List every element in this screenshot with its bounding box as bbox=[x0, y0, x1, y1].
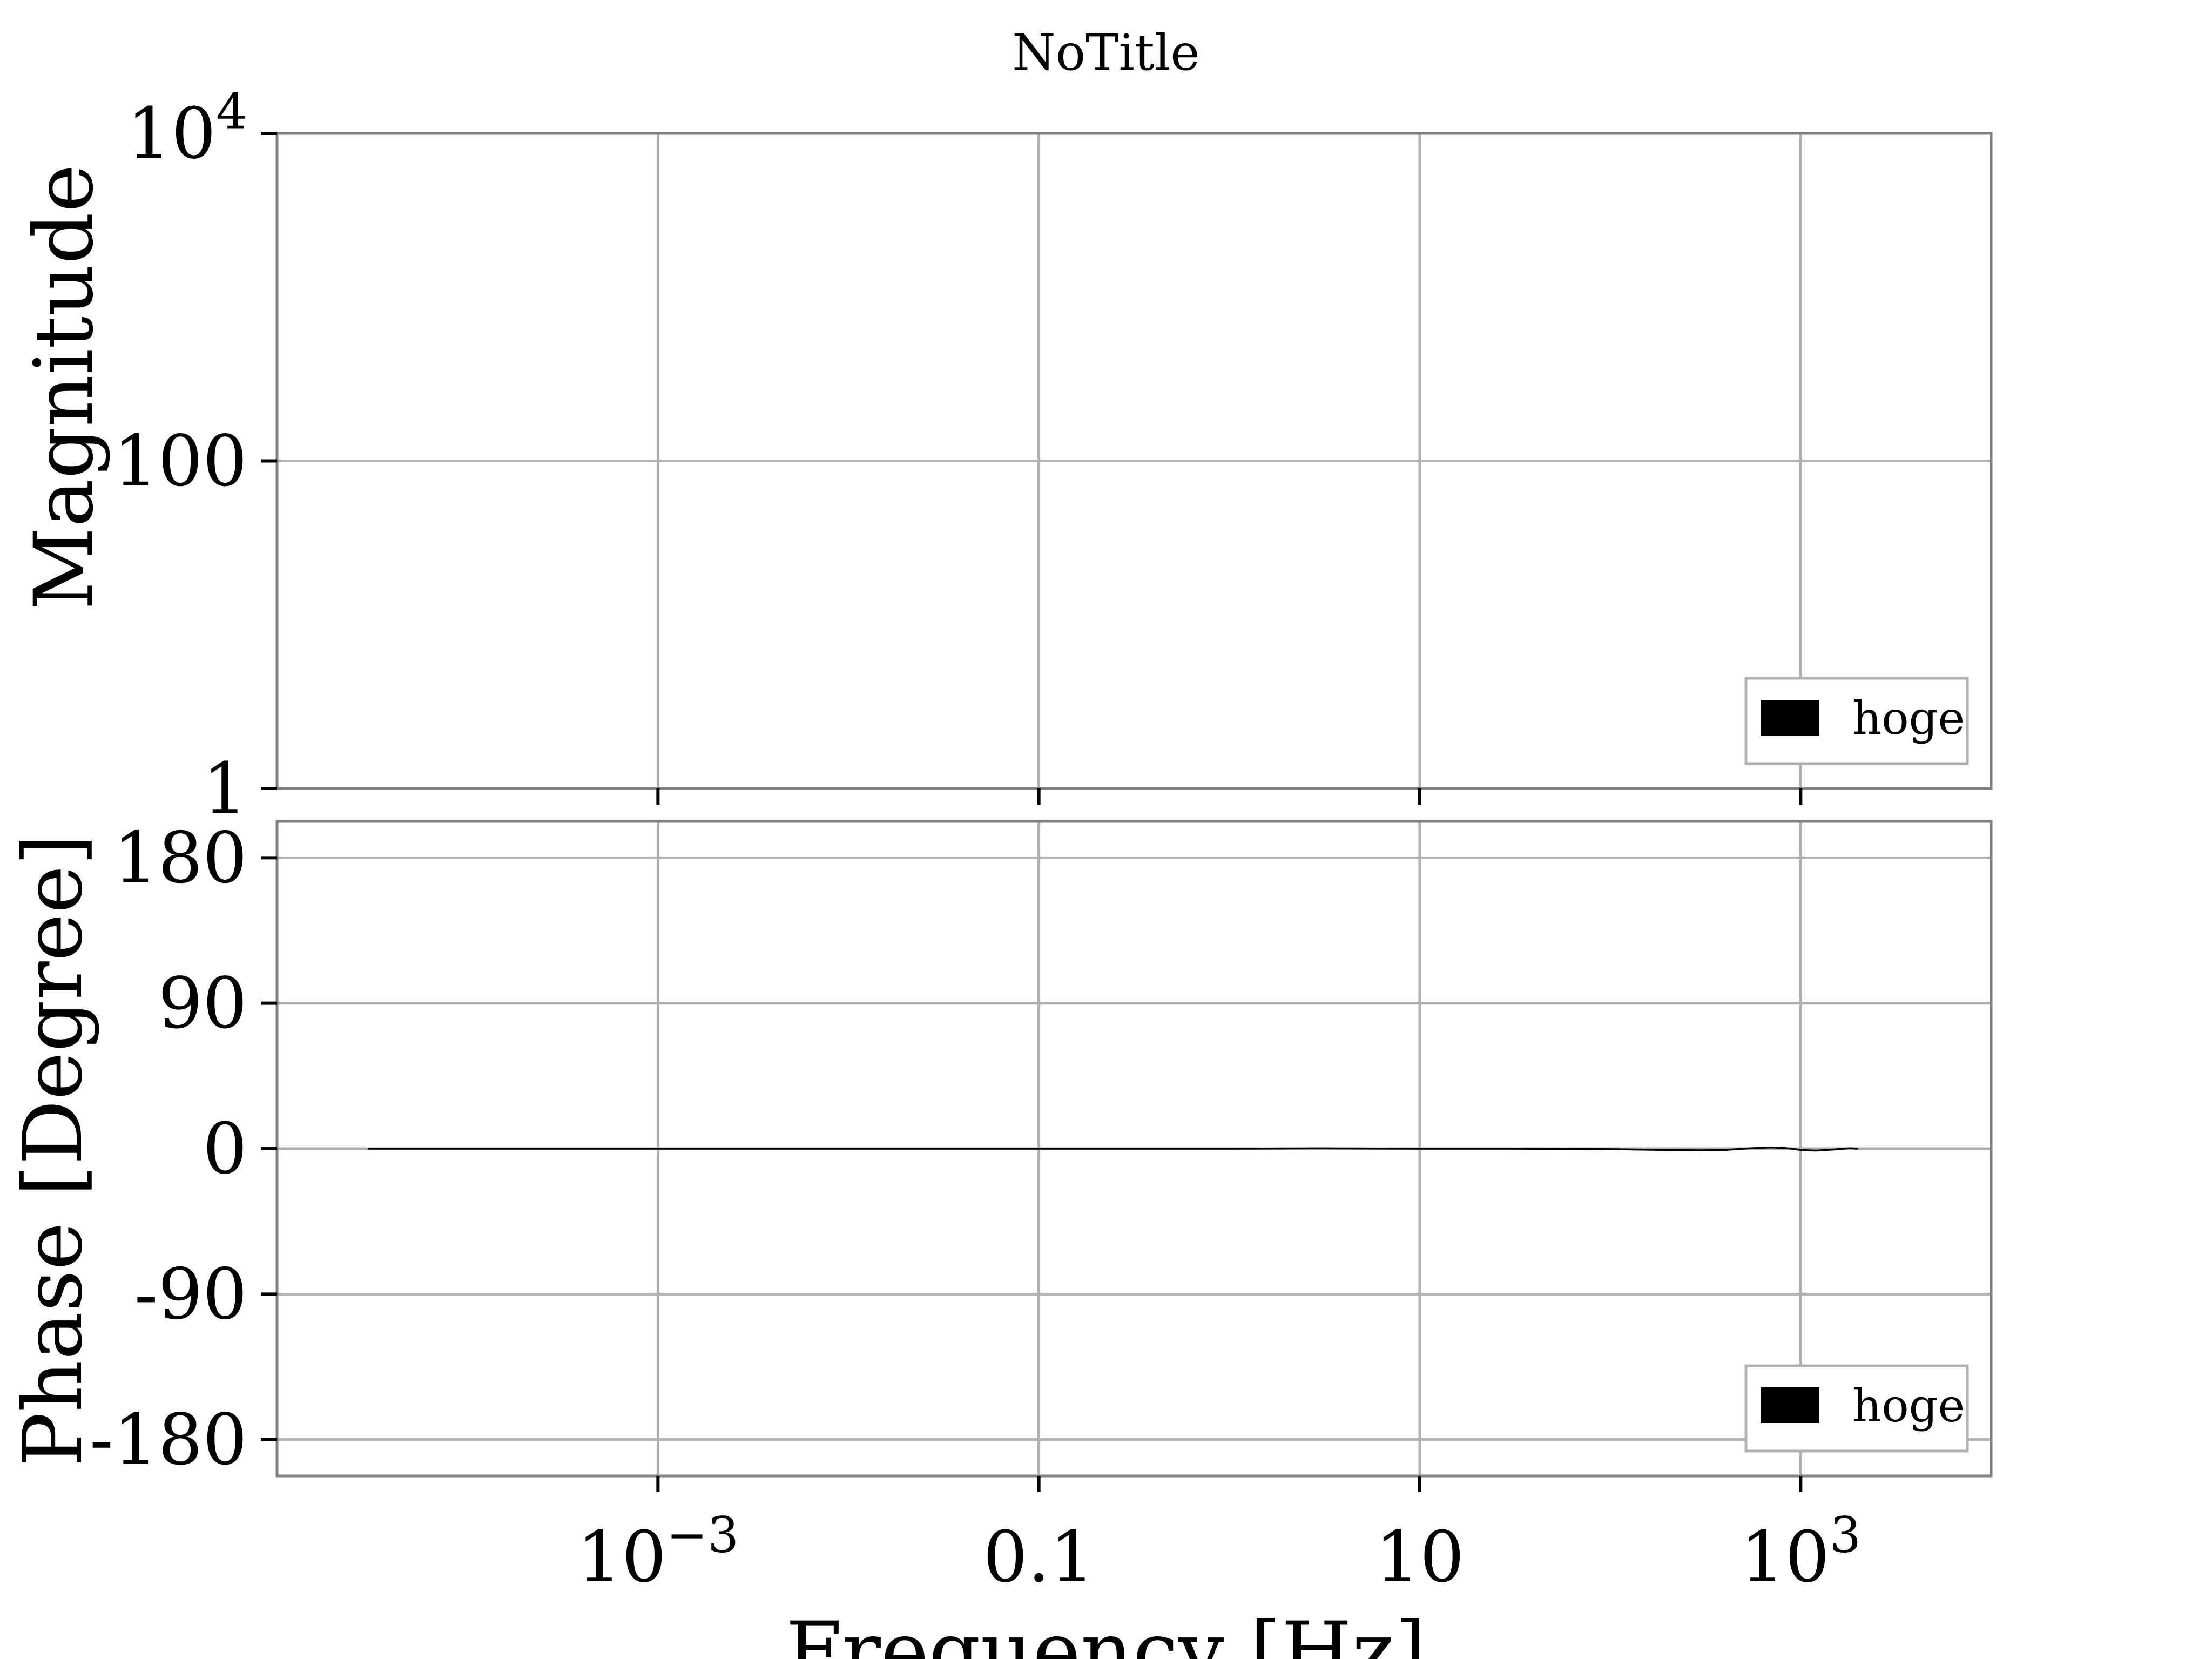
magnitude-ticks bbox=[261, 132, 1803, 805]
magnitude-grid bbox=[277, 132, 1991, 790]
magnitude-legend: hoge bbox=[1744, 677, 1969, 765]
phase-y-tick-labels: 180 90 0 -90 -180 bbox=[90, 817, 247, 1480]
magnitude-y-tick-labels: 1 100 104 bbox=[113, 83, 247, 830]
legend-swatch bbox=[1761, 700, 1819, 736]
x-axis-label: Frequency [Hz] bbox=[786, 1605, 1426, 1659]
phase-panel: 180 90 0 -90 -180 10−3 0.1 10 103 Phase [Degree… bbox=[6, 817, 1993, 1659]
y-tick-label: 180 bbox=[113, 817, 247, 899]
phase-legend: hoge bbox=[1744, 1364, 1969, 1453]
phase-series bbox=[368, 1146, 1858, 1152]
legend-swatch bbox=[1761, 1387, 1819, 1423]
x-tick-label: 0.1 bbox=[983, 1516, 1095, 1598]
legend-label: hoge bbox=[1852, 1379, 1965, 1432]
legend-label: hoge bbox=[1852, 692, 1965, 745]
chart-title: NoTitle bbox=[1012, 24, 1200, 82]
y-tick-label: 1 bbox=[203, 747, 247, 830]
y-tick-label: 104 bbox=[127, 83, 247, 174]
x-tick-label: 10−3 bbox=[577, 1507, 739, 1598]
magnitude-panel: NoTitle 1 100 104 Magnitude hoge bbox=[17, 24, 1993, 830]
phase-y-axis-label: Phase [Degree] bbox=[6, 834, 100, 1467]
y-tick-label: -90 bbox=[134, 1253, 247, 1335]
series-line bbox=[368, 1146, 1858, 1152]
y-tick-label: 90 bbox=[158, 962, 247, 1044]
y-tick-label: 0 bbox=[203, 1108, 247, 1190]
phase-ticks bbox=[261, 856, 1803, 1492]
x-tick-label: 103 bbox=[1741, 1507, 1861, 1598]
y-tick-label: 100 bbox=[113, 420, 247, 502]
y-tick-label: -180 bbox=[90, 1399, 247, 1481]
x-tick-label: 10 bbox=[1375, 1516, 1464, 1598]
x-tick-labels: 10−3 0.1 10 103 bbox=[577, 1507, 1861, 1598]
magnitude-y-axis-label: Magnitude bbox=[17, 164, 111, 610]
